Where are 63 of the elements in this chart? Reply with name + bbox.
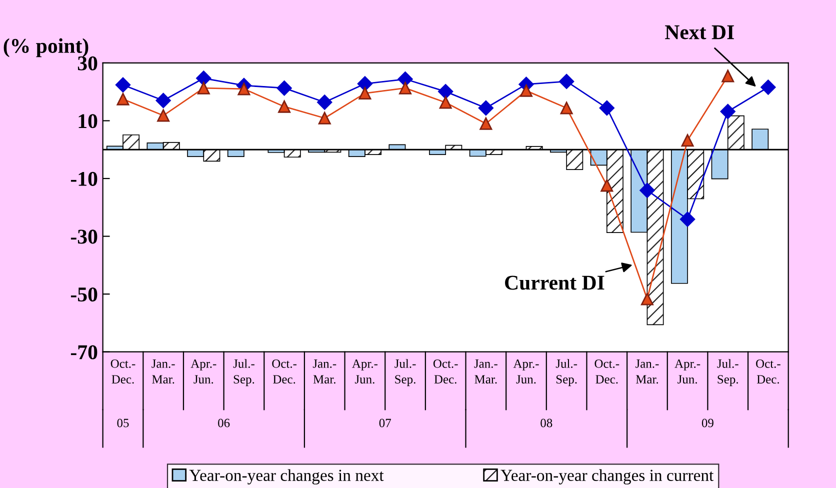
point	[480, 117, 492, 130]
legend-label: Year-on-year changes in current	[500, 469, 714, 484]
x-tick-label: Jul.-Sep.	[233, 359, 254, 386]
point	[357, 76, 373, 92]
x-tick-label: Oct.-Dec.	[272, 359, 297, 384]
x-tick-label: Apr.-Jun.	[190, 359, 216, 384]
point	[520, 84, 532, 97]
legend-label: Year-on-year changes in next	[189, 469, 384, 484]
point	[722, 70, 734, 82]
text: Next DI	[665, 25, 734, 40]
text: 07	[379, 418, 391, 428]
point	[600, 179, 614, 192]
y-tick-label: -10	[70, 172, 98, 186]
series-label: Current DI	[505, 276, 604, 290]
y-tick-label: -70	[70, 345, 98, 360]
x-tick-label: Oct.-Dec.	[433, 359, 458, 384]
x-tick-label: Apr.-Jun.	[513, 359, 539, 384]
text: 06	[218, 418, 230, 428]
x-tick-label: Jan.-Mar.	[636, 360, 659, 384]
point	[438, 84, 454, 100]
point	[558, 74, 574, 90]
point	[358, 87, 372, 100]
point	[599, 100, 614, 116]
x-tick-label: Apr.-Jun.	[352, 359, 378, 384]
point	[276, 80, 292, 96]
point	[720, 104, 736, 120]
y-tick-label: 10	[78, 114, 98, 128]
x-tick-label: Jan.-Mar.	[312, 360, 336, 384]
text: 09	[702, 418, 714, 428]
x-tick-label: Apr.-Jun.	[674, 359, 700, 384]
point	[317, 94, 332, 110]
point	[439, 96, 452, 109]
x-tick-label: Oct.-Dec.	[110, 359, 136, 384]
point	[640, 292, 654, 306]
text: 05	[117, 418, 129, 428]
y-axis-title: (% point)	[4, 38, 88, 58]
x-tick-label: Jul.-Sep.	[556, 359, 578, 386]
x-tick-label: Jan.-Mar.	[152, 360, 175, 384]
y-tick-label: 30	[78, 56, 98, 70]
point	[681, 134, 694, 147]
point	[197, 82, 210, 94]
point	[156, 92, 171, 108]
x-tick-label: Oct.-Dec.	[594, 359, 620, 384]
y-tick-label: -30	[70, 230, 98, 244]
point	[115, 77, 131, 92]
text: 08	[540, 418, 552, 428]
point	[399, 82, 412, 94]
point	[278, 100, 291, 113]
x-tick-label: Jan.-Mar.	[474, 360, 498, 384]
point	[157, 109, 170, 122]
point	[478, 100, 494, 116]
point	[680, 212, 696, 227]
x-tick-label: Jul.-Sep.	[394, 359, 416, 386]
point	[318, 112, 331, 124]
point	[116, 92, 130, 106]
x-tick-label: Oct.-Dec.	[756, 359, 780, 384]
x-tick-label: Jul.-Sep.	[717, 359, 738, 386]
point	[196, 70, 212, 86]
point	[560, 102, 573, 114]
point	[760, 80, 776, 95]
point	[238, 82, 250, 96]
point	[640, 182, 655, 198]
y-tick-label: -50	[70, 287, 98, 302]
